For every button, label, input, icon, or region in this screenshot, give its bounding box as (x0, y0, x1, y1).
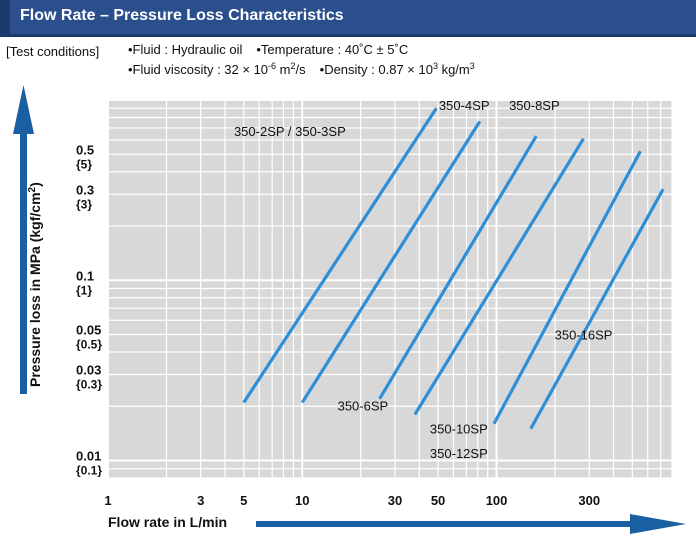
conditions-line-1: •Fluid : Hydraulic oil •Temperature : 40˚… (128, 42, 408, 57)
series-line (529, 188, 665, 430)
x-tick-label: 30 (388, 493, 402, 508)
x-tick-label: 100 (486, 493, 508, 508)
y-tick-label: 0.5 (76, 142, 94, 157)
y-tick-label: 0.03 (76, 363, 101, 378)
x-tick-label: 10 (295, 493, 309, 508)
series-label: 350-16SP (555, 327, 613, 342)
x-tick-label: 50 (431, 493, 445, 508)
section-header: Flow Rate – Pressure Loss Characteristic… (0, 0, 696, 37)
y-tick-label: 0.05 (76, 323, 101, 338)
x-tick-label: 3 (197, 493, 204, 508)
y-axis-arrow-shaft (20, 132, 27, 394)
x-tick-label: 300 (578, 493, 600, 508)
series-label: 350-10SP (430, 422, 488, 437)
conditions-line-2: •Fluid viscosity : 32 × 10-6 m2/s •Densit… (128, 61, 475, 77)
x-axis-arrow-shaft (256, 521, 638, 527)
y-tick-sublabel: {3} (76, 197, 92, 211)
condition-fluid: •Fluid : Hydraulic oil (128, 42, 243, 57)
section-title: Flow Rate – Pressure Loss Characteristic… (20, 7, 344, 24)
x-axis-title: Flow rate in L/min (108, 514, 228, 530)
y-axis-title: Pressure loss in MPa (kgf/cm2) (27, 182, 43, 387)
series-label: 350-2SP / 350-3SP (234, 124, 346, 139)
y-tick-label: 0.1 (76, 268, 94, 283)
y-tick-sublabel: {0.1} (76, 464, 102, 478)
y-tick-label: 0.3 (76, 182, 94, 197)
condition-viscosity: •Fluid viscosity : 32 × 10-6 m2/s (128, 61, 306, 77)
y-tick-sublabel: {5} (76, 157, 92, 171)
x-axis-arrow-head (630, 514, 686, 534)
y-tick-label: 0.01 (76, 449, 101, 464)
y-tick-sublabel: {0.3} (76, 378, 102, 392)
y-axis-arrow-head (13, 85, 34, 134)
test-conditions-label: [Test conditions] (6, 44, 100, 59)
x-tick-label: 1 (104, 493, 111, 508)
series-label: 350-6SP (338, 399, 389, 414)
series-line (242, 107, 438, 404)
y-tick-sublabel: {1} (76, 283, 92, 297)
series-label: 350-8SP (509, 98, 560, 113)
condition-temperature: •Temperature : 40˚C ± 5˚C (256, 42, 409, 57)
series-line (413, 137, 585, 416)
header-accent (0, 0, 10, 34)
series-label: 350-12SP (430, 446, 488, 461)
series-line (378, 135, 538, 400)
condition-density: •Density : 0.87 × 103 kg/m3 (319, 61, 475, 77)
series-line (300, 120, 482, 404)
series-line (492, 150, 642, 425)
x-tick-label: 5 (240, 493, 247, 508)
y-tick-sublabel: {0.5} (76, 338, 102, 352)
series-label: 350-4SP (439, 98, 490, 113)
